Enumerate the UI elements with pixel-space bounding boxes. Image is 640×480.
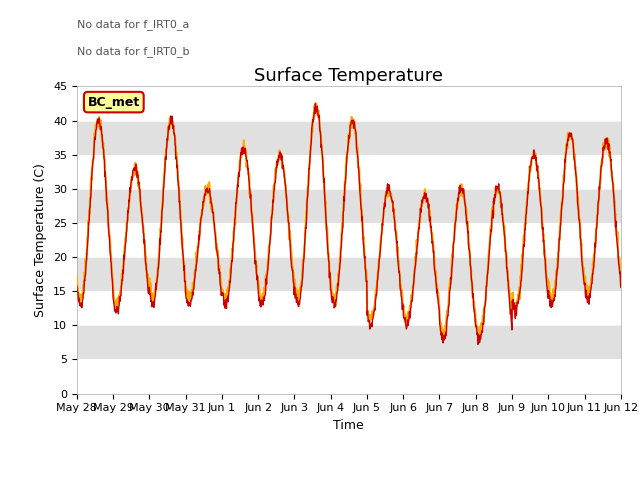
Bar xyxy=(77,360,621,394)
Bar xyxy=(77,257,621,291)
X-axis label: Time: Time xyxy=(333,419,364,432)
Bar xyxy=(77,86,621,120)
Bar xyxy=(77,291,621,325)
Text: No data for f_IRT0_a: No data for f_IRT0_a xyxy=(77,19,189,30)
Bar xyxy=(77,223,621,257)
Bar xyxy=(77,189,621,223)
Legend: Tower, Arable: Tower, Arable xyxy=(241,478,457,480)
Text: BC_met: BC_met xyxy=(88,96,140,108)
Bar xyxy=(77,155,621,189)
Title: Surface Temperature: Surface Temperature xyxy=(254,67,444,85)
Y-axis label: Surface Temperature (C): Surface Temperature (C) xyxy=(35,163,47,317)
Bar xyxy=(77,120,621,155)
Text: No data for f_IRT0_b: No data for f_IRT0_b xyxy=(77,47,189,58)
Bar xyxy=(77,325,621,360)
